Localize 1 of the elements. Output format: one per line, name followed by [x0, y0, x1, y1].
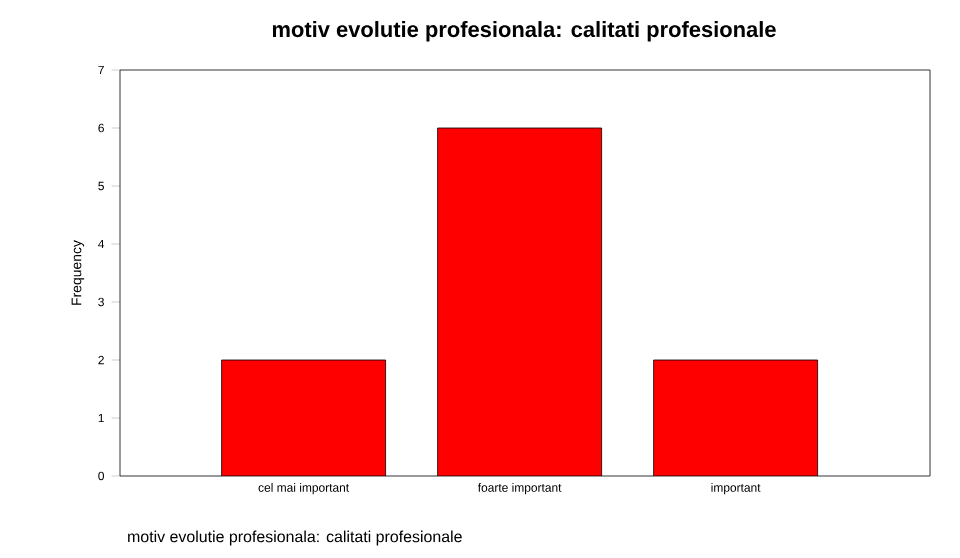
chart-title: motiv evolutie profesionala: calitati profesionale: [272, 21, 776, 42]
